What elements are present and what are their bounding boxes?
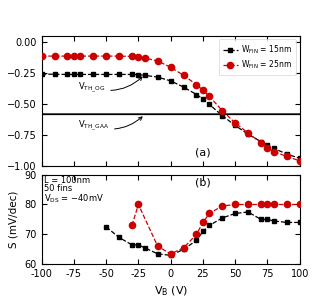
Text: L = 100nm: L = 100nm — [44, 176, 90, 185]
Legend: W$_\mathrm{FIN}$ = 15nm, W$_\mathrm{FIN}$ = 25nm: W$_\mathrm{FIN}$ = 15nm, W$_\mathrm{FIN}… — [219, 40, 296, 75]
Text: 50 fins: 50 fins — [44, 184, 73, 193]
Y-axis label: V$_\mathrm{TH}$ (V): V$_\mathrm{TH}$ (V) — [0, 82, 1, 119]
Text: V$_\mathrm{DS}$ = −40mV: V$_\mathrm{DS}$ = −40mV — [44, 192, 104, 205]
Text: V$_\mathrm{TH\_OG}$: V$_\mathrm{TH\_OG}$ — [78, 77, 142, 95]
Text: V$_\mathrm{TH\_GAA}$: V$_\mathrm{TH\_GAA}$ — [78, 117, 142, 133]
Text: (a): (a) — [195, 148, 211, 158]
Text: (b): (b) — [195, 178, 211, 188]
Y-axis label: S (mV/dec): S (mV/dec) — [9, 191, 19, 248]
X-axis label: V$_\mathrm{B}$ (V): V$_\mathrm{B}$ (V) — [154, 285, 188, 297]
